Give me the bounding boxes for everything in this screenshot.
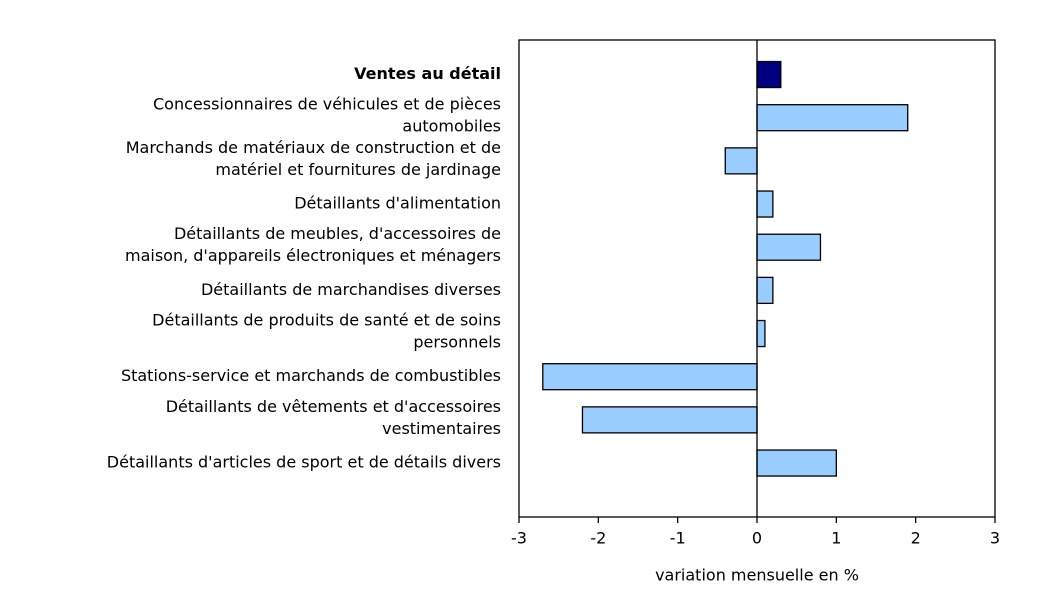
x-tick-label: -2 bbox=[590, 529, 606, 548]
bar bbox=[756, 233, 822, 261]
category-label: Détaillants de vêtements et d'accessoire… bbox=[166, 396, 501, 437]
category-label: Détaillants d'articles de sport et de dé… bbox=[107, 453, 501, 472]
bar bbox=[542, 363, 758, 391]
x-tick-label: 0 bbox=[752, 529, 762, 548]
category-label: Marchands de matériaux de construction e… bbox=[126, 137, 501, 178]
bar bbox=[756, 449, 837, 477]
bar bbox=[756, 276, 774, 305]
x-tick-label: 1 bbox=[831, 529, 841, 548]
category-label: Détaillants de meubles, d'accessoires de… bbox=[125, 224, 501, 265]
bar bbox=[756, 104, 909, 132]
x-tick-label: 2 bbox=[911, 529, 921, 548]
category-label: Ventes au détail bbox=[354, 64, 501, 83]
category-label: Détaillants de marchandises diverses bbox=[201, 280, 501, 299]
category-label: Détaillants d'alimentation bbox=[294, 194, 501, 213]
x-axis-label: variation mensuelle en % bbox=[655, 566, 859, 585]
bar bbox=[756, 319, 766, 348]
x-tick-label: 3 bbox=[990, 529, 1000, 548]
bar bbox=[581, 406, 758, 434]
bar bbox=[756, 190, 774, 218]
x-tick-label: -1 bbox=[670, 529, 686, 548]
bar bbox=[756, 60, 782, 89]
x-tick-label: -3 bbox=[511, 529, 527, 548]
category-label: Concessionnaires de véhicules et de pièc… bbox=[153, 94, 501, 135]
bar bbox=[724, 147, 758, 175]
category-label: Détaillants de produits de santé et de s… bbox=[152, 310, 501, 351]
category-label: Stations-service et marchands de combust… bbox=[121, 366, 501, 385]
